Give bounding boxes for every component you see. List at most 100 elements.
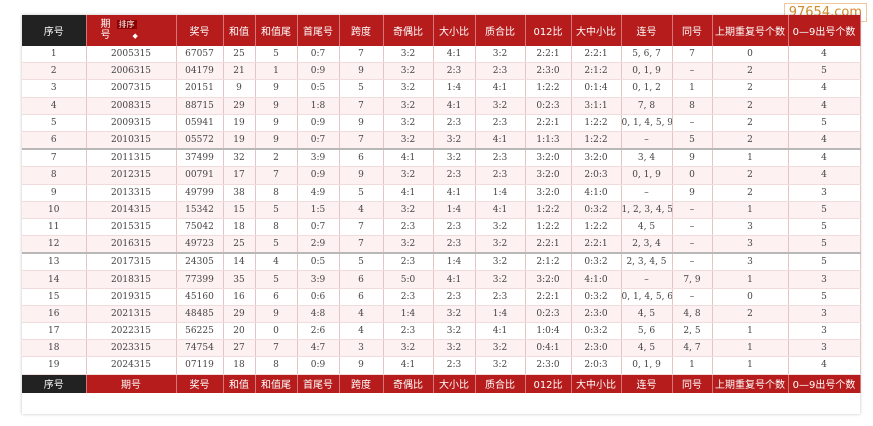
table-row: 8 2012315 00791 17 7 0:9 9 3:2 2:3 2:3 3:2:0 2:0:3 0… bbox=[22, 166, 861, 185]
table-cell: 3 bbox=[788, 270, 861, 289]
table-cell: 3:2 bbox=[475, 46, 526, 64]
table-cell: 2:3:0 bbox=[571, 339, 622, 358]
column-header-period-sortable[interactable]: 期排序号 ◆ bbox=[86, 15, 177, 46]
sort-button[interactable]: 排序 bbox=[116, 20, 137, 29]
table-cell: 4, 5 bbox=[621, 339, 673, 358]
table-cell: 2 bbox=[712, 62, 789, 81]
table-cell: 3 bbox=[22, 79, 87, 98]
footer-header-2: 奖号 bbox=[176, 374, 224, 393]
table-row: 2 2006315 04179 21 1 0:9 9 3:2 2:3 2:3 2:3:0 2:1:2 0… bbox=[22, 62, 861, 81]
table-cell: 3 bbox=[712, 235, 789, 254]
table-cell: 2:0:3 bbox=[571, 356, 622, 375]
table-cell: 20151 bbox=[176, 79, 224, 98]
table-cell: 5 bbox=[788, 62, 861, 81]
table-cell: 0:9 bbox=[297, 114, 340, 132]
footer-header-11: 大中小比 bbox=[571, 374, 622, 393]
footer-header-9: 质合比 bbox=[475, 374, 526, 393]
table-cell: 4, 7 bbox=[672, 339, 713, 358]
table-cell: 3:2:0 bbox=[525, 166, 572, 185]
table-cell: 6 bbox=[339, 270, 384, 289]
table-cell: 2:3 bbox=[475, 62, 526, 81]
table-cell: 2018315 bbox=[86, 270, 177, 289]
table-cell: 0:3:2 bbox=[571, 201, 622, 219]
table-cell: 5 bbox=[788, 252, 861, 272]
table-cell: 45160 bbox=[176, 288, 224, 306]
table-cell: 88715 bbox=[176, 97, 224, 115]
table-cell: 2:3 bbox=[475, 288, 526, 306]
column-header-2: 奖号 bbox=[176, 15, 224, 46]
table-cell: 1 bbox=[712, 270, 789, 289]
table-cell: 12 bbox=[22, 235, 87, 254]
table-cell: 8 bbox=[255, 356, 298, 375]
table-cell: 0, 1, 4, 5, 6 bbox=[621, 288, 673, 306]
footer-header-0: 序号 bbox=[22, 374, 87, 393]
table-cell: 2012315 bbox=[86, 166, 177, 185]
table-cell: 0 bbox=[712, 288, 789, 306]
table-cell: 3:2 bbox=[433, 148, 476, 168]
table-cell: 9 bbox=[22, 184, 87, 202]
table-cell: 2023315 bbox=[86, 339, 177, 358]
table-cell: 2:3 bbox=[383, 252, 434, 272]
table-cell: – bbox=[672, 288, 713, 306]
table-cell: 74754 bbox=[176, 339, 224, 358]
table-cell: 9 bbox=[672, 184, 713, 202]
table-cell: 3 bbox=[339, 339, 384, 358]
sort-arrow-icon[interactable]: ◆ bbox=[132, 32, 138, 40]
table-cell: 2 bbox=[712, 114, 789, 132]
table-cell: 2013315 bbox=[86, 184, 177, 202]
table-cell: 2:3 bbox=[433, 114, 476, 132]
table-cell: 2022315 bbox=[86, 322, 177, 341]
table-cell: 4 bbox=[255, 252, 298, 272]
table-cell: 4 bbox=[22, 97, 87, 115]
table-cell: 2024315 bbox=[86, 356, 177, 375]
table-cell: – bbox=[672, 62, 713, 81]
table-cell: 4 bbox=[788, 131, 861, 150]
table-cell: 2021315 bbox=[86, 305, 177, 324]
table-cell: 2007315 bbox=[86, 79, 177, 98]
footer-header-4: 和值尾 bbox=[255, 374, 298, 393]
table-cell: 2:3 bbox=[433, 356, 476, 375]
table-cell: 10 bbox=[22, 201, 87, 219]
table-cell: 2015315 bbox=[86, 218, 177, 237]
table-cell: 2:3 bbox=[383, 322, 434, 341]
table-cell: 14 bbox=[22, 270, 87, 289]
table-cell: 0:3:2 bbox=[571, 288, 622, 306]
table-cell: 3:2:0 bbox=[525, 184, 572, 202]
table-cell: 5, 6 bbox=[621, 322, 673, 341]
table-cell: 4:1 bbox=[383, 148, 434, 168]
table-cell: 3:2 bbox=[383, 62, 434, 81]
table-cell: – bbox=[672, 114, 713, 132]
table-cell: 0, 1, 9 bbox=[621, 356, 673, 375]
table-cell: 1 bbox=[712, 201, 789, 219]
table-row: 3 2007315 20151 9 9 0:5 5 3:2 1:4 4:1 1:2:2 0:1:4 0,… bbox=[22, 79, 861, 98]
table-row: 10 2014315 15342 15 5 1:5 4 3:2 1:4 4:1 1:2:2 0:3:2… bbox=[22, 201, 861, 219]
table-cell: 2 bbox=[22, 62, 87, 81]
table-cell: 17 bbox=[22, 322, 87, 341]
table-cell: 2:1:2 bbox=[525, 252, 572, 272]
table-cell: 0:3:2 bbox=[571, 252, 622, 272]
table-cell: 2, 5 bbox=[672, 322, 713, 341]
footer-header-12: 连号 bbox=[621, 374, 673, 393]
table-cell: 3:2 bbox=[475, 235, 526, 254]
table-cell: 3 bbox=[788, 339, 861, 358]
table-row: 6 2010315 05572 19 9 0:7 7 3:2 3:2 4:1 1:1:3 1:2:2–… bbox=[22, 131, 861, 150]
period-header-label-2: 号 bbox=[100, 30, 111, 41]
table-cell: 1:4 bbox=[475, 305, 526, 324]
table-cell: 1:0:4 bbox=[525, 322, 572, 341]
table-cell: 2017315 bbox=[86, 252, 177, 272]
table-header-row: 序号 期排序号 ◆ 奖号 和值 和值尾 首尾号 跨度 奇偶比 大小比 质合比 012比 大中小比 连号 同号… bbox=[22, 15, 861, 46]
table-cell: 9 bbox=[255, 97, 298, 115]
table-cell: 24305 bbox=[176, 252, 224, 272]
table-cell: 0, 1, 9 bbox=[621, 62, 673, 81]
table-cell: 1 bbox=[712, 339, 789, 358]
table-cell: 49799 bbox=[176, 184, 224, 202]
table-cell: 4 bbox=[788, 79, 861, 98]
table-cell: 2011315 bbox=[86, 148, 177, 168]
table-cell: 4, 8 bbox=[672, 305, 713, 324]
table-cell: 1:2:2 bbox=[525, 201, 572, 219]
table-cell: 4:1 bbox=[433, 270, 476, 289]
table-cell: 2 bbox=[712, 131, 789, 150]
table-cell: 5 bbox=[22, 114, 87, 132]
table-cell: 18 bbox=[22, 339, 87, 358]
table-cell: 9 bbox=[255, 305, 298, 324]
